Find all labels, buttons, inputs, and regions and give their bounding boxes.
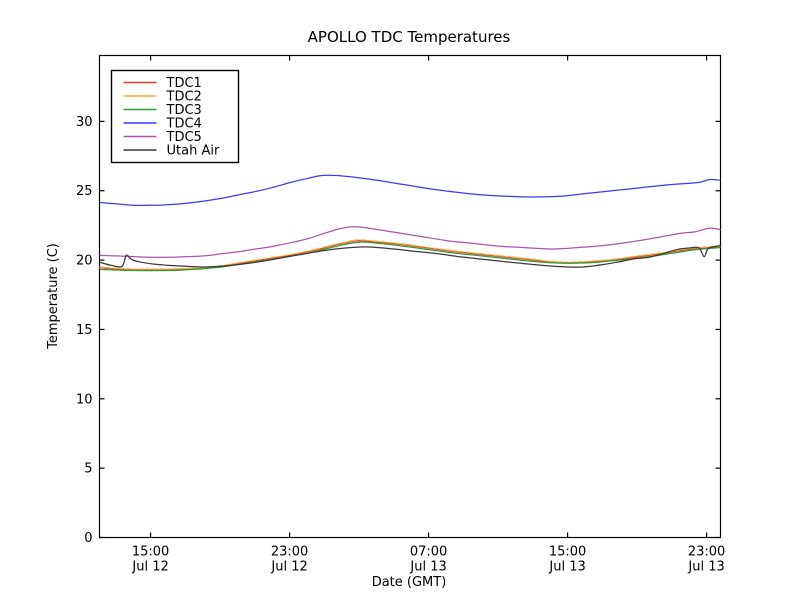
chart-title: APOLLO TDC Temperatures — [308, 28, 511, 46]
legend-box — [110, 69, 240, 164]
series-line-tdc5 — [99, 226, 721, 258]
series-line-utah-air — [99, 244, 721, 268]
x-tick-label-date: Jul 12 — [131, 560, 168, 575]
series-line-tdc3 — [99, 241, 721, 272]
x-tick-label-time: 15:00 — [132, 545, 169, 560]
y-tick-label: 5 — [84, 462, 92, 477]
x-tick-label-time: 23:00 — [688, 545, 725, 560]
x-tick-label-time: 07:00 — [410, 545, 447, 560]
series-line-tdc2 — [99, 239, 721, 270]
y-axis-label: Temperature (C) — [46, 243, 61, 350]
legend-label-utah-air: Utah Air — [167, 144, 220, 159]
y-tick-label: 30 — [76, 115, 93, 130]
series-lines — [99, 174, 721, 272]
y-tick-label: 10 — [76, 392, 93, 407]
series-line-tdc4 — [99, 174, 721, 207]
plot-border — [98, 54, 722, 539]
x-axis-label: Date (GMT) — [372, 575, 447, 590]
x-tick-label-date: Jul 13 — [409, 560, 446, 575]
legend-label-tdc4: TDC4 — [166, 117, 202, 132]
legend-label-tdc3: TDC3 — [166, 103, 202, 118]
legend-label-tdc2: TDC2 — [166, 90, 202, 105]
x-tick-label-date: Jul 13 — [687, 560, 724, 575]
x-tick-label-time: 15:00 — [549, 545, 586, 560]
legend-label-tdc1: TDC1 — [166, 76, 202, 91]
y-tick-label: 25 — [76, 184, 93, 199]
y-tick-label: 20 — [76, 254, 93, 269]
x-tick-label-time: 23:00 — [271, 545, 308, 560]
x-tick-label-date: Jul 13 — [548, 560, 585, 575]
y-tick-label: 0 — [84, 531, 92, 546]
y-tick-label: 15 — [76, 323, 93, 338]
legend-label-tdc5: TDC5 — [166, 130, 202, 145]
x-tick-label-date: Jul 12 — [270, 560, 307, 575]
